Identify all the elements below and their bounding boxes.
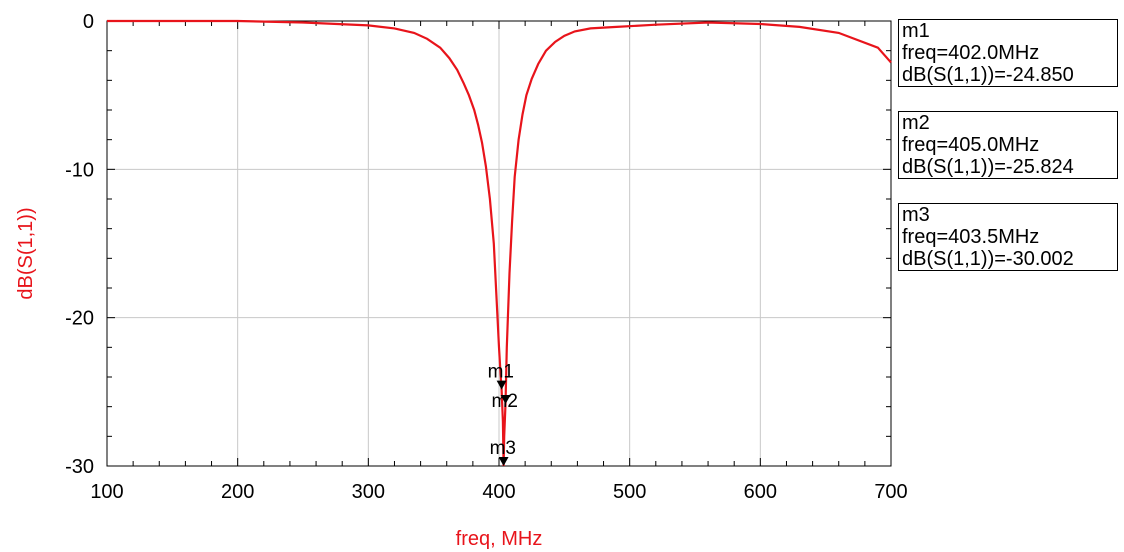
marker-triangle-m1: [496, 380, 507, 390]
marker-readout-m1: m1 freq=402.0MHz dB(S(1,1))=-24.850: [898, 19, 1118, 87]
marker-freq: freq=405.0MHz: [902, 134, 1040, 156]
y-tick-label: -30: [65, 456, 94, 478]
y-tick-label: -10: [65, 159, 94, 181]
x-tick-labels: 100 200 300 400 500 600 700: [90, 481, 907, 503]
marker-triangle-m3: [498, 457, 509, 467]
x-tick-label: 200: [221, 481, 254, 503]
marker-label-m2: m2: [492, 391, 518, 412]
marker-readout-m2: m2 freq=405.0MHz dB(S(1,1))=-25.824: [898, 111, 1118, 179]
marker-label-m1: m1: [488, 362, 514, 383]
x-tick-label: 600: [744, 481, 777, 503]
marker-readout-m3: m3 freq=403.5MHz dB(S(1,1))=-30.002: [898, 203, 1118, 271]
y-tick-label: 0: [83, 11, 94, 33]
y-axis-title: dB(S(1,1)): [15, 207, 37, 299]
marker-triangle-m2: [500, 395, 511, 405]
marker-name: m1: [902, 20, 930, 42]
marker-freq: freq=402.0MHz: [902, 42, 1040, 64]
y-tick-labels: 0 -10 -20 -30: [65, 11, 94, 478]
x-tick-label: 100: [90, 481, 123, 503]
x-tick-label: 700: [874, 481, 907, 503]
y-tick-label: -20: [65, 308, 94, 330]
marker-value: dB(S(1,1))=-25.824: [902, 156, 1074, 178]
x-tick-label: 400: [482, 481, 515, 503]
marker-name: m3: [902, 204, 930, 226]
marker-freq: freq=403.5MHz: [902, 226, 1040, 248]
x-axis-title: freq, MHz: [456, 528, 543, 550]
plot-frame: [106, 20, 892, 467]
marker-label-m3: m3: [490, 438, 516, 459]
marker-name: m2: [902, 112, 930, 134]
x-tick-label: 500: [613, 481, 646, 503]
x-tick-label: 300: [352, 481, 385, 503]
series-line-s11: [107, 19, 892, 467]
marker-value: dB(S(1,1))=-30.002: [902, 248, 1074, 270]
marker-value: dB(S(1,1))=-24.850: [902, 64, 1074, 86]
markers: m1 m2 m3: [488, 362, 518, 467]
